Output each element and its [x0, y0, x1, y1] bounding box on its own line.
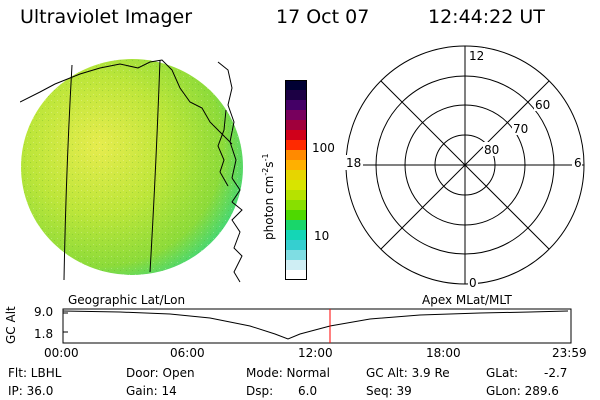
mlt-label-18: 18 — [346, 156, 361, 170]
glat-label: GLat: — [486, 366, 519, 380]
gc-alt-status: GC Alt: 3.9 Re — [366, 366, 450, 380]
altitude-curve — [62, 310, 569, 340]
gain-status: Gain: 14 — [126, 384, 177, 398]
colorbar-swatch — [285, 270, 307, 281]
colorbar-swatch — [285, 170, 307, 181]
colorbar-gradient — [285, 80, 307, 281]
app-title: Ultraviolet Imager — [20, 6, 193, 28]
altitude-plot — [62, 308, 572, 344]
geo-coord-label: Geographic Lat/Lon — [68, 293, 186, 307]
ip-status: IP: 36.0 — [8, 384, 54, 398]
mlat-label-60: 60 — [535, 98, 550, 112]
altitude-tick-top: 9.0 — [34, 305, 54, 319]
colorbar-unit-label: photon cm-2s-1 — [261, 153, 276, 240]
altitude-tick-bottom: 1.8 — [34, 327, 54, 341]
filter-status: Flt: LBHL — [8, 366, 62, 380]
apex-coord-label: Apex MLat/MLT — [422, 293, 512, 307]
mlat-label-70: 70 — [513, 122, 528, 136]
mlat-label-80: 80 — [484, 143, 499, 157]
colorbar — [285, 80, 307, 281]
dsp-label: Dsp: — [246, 384, 274, 398]
polar-dial: 12 18 6 0 60 70 80 — [345, 45, 585, 290]
colorbar-swatch — [285, 240, 307, 251]
colorbar-swatch — [285, 110, 307, 121]
colorbar-unit-s: s — [262, 161, 276, 168]
colorbar-swatch — [285, 230, 307, 241]
colorbar-swatch — [285, 220, 307, 231]
time-tick-0000: 00:00 — [44, 346, 79, 360]
seq-status: Seq: 39 — [366, 384, 412, 398]
colorbar-swatch — [285, 130, 307, 141]
glon-status: GLon: 289.6 — [486, 384, 559, 398]
mode-status: Mode: Normal — [246, 366, 330, 380]
meridian-line-left — [63, 64, 73, 281]
colorbar-tick-100: 100 — [312, 141, 335, 155]
altitude-axis-label: GC Alt — [4, 306, 18, 344]
uv-image — [20, 59, 243, 283]
mlt-label-6: 6 — [574, 156, 582, 170]
colorbar-swatch — [285, 210, 307, 221]
time-label: 12:44:22 UT — [428, 6, 545, 28]
time-tick-2359: 23:59 — [552, 346, 587, 360]
colorbar-swatch — [285, 150, 307, 161]
colorbar-swatch — [285, 190, 307, 201]
colorbar-swatch — [285, 200, 307, 211]
colorbar-unit-exp2: -1 — [261, 153, 270, 162]
date-label: 17 Oct 07 — [276, 6, 370, 28]
mlt-label-12: 12 — [469, 49, 484, 63]
colorbar-swatch — [285, 160, 307, 171]
glat-value: -2.7 — [544, 366, 568, 380]
colorbar-swatch — [285, 90, 307, 101]
coastline-east-2 — [217, 109, 229, 187]
colorbar-tick-10: 10 — [314, 229, 330, 243]
colorbar-swatch — [285, 120, 307, 131]
door-status: Door: Open — [126, 366, 195, 380]
coastline-east — [217, 61, 243, 283]
coastline — [20, 59, 233, 145]
meridian-line-right — [149, 59, 161, 273]
time-tick-0600: 06:00 — [170, 346, 205, 360]
time-tick-1800: 18:00 — [426, 346, 461, 360]
mlt-label-0: 0 — [469, 276, 477, 290]
colorbar-swatch — [285, 140, 307, 151]
uv-disk-noise — [21, 59, 243, 275]
colorbar-frame — [285, 80, 307, 280]
colorbar-swatch — [285, 260, 307, 271]
dsp-value: 6.0 — [298, 384, 318, 398]
colorbar-unit-exp1: -2 — [261, 167, 270, 176]
colorbar-swatch — [285, 100, 307, 111]
altitude-plot-frame — [62, 308, 572, 344]
time-tick-1200: 12:00 — [298, 346, 333, 360]
polar-diag-2 — [380, 80, 550, 250]
colorbar-swatch — [285, 80, 307, 91]
colorbar-swatch — [285, 180, 307, 191]
colorbar-unit-text: photon cm — [262, 175, 276, 240]
colorbar-swatch — [285, 250, 307, 261]
